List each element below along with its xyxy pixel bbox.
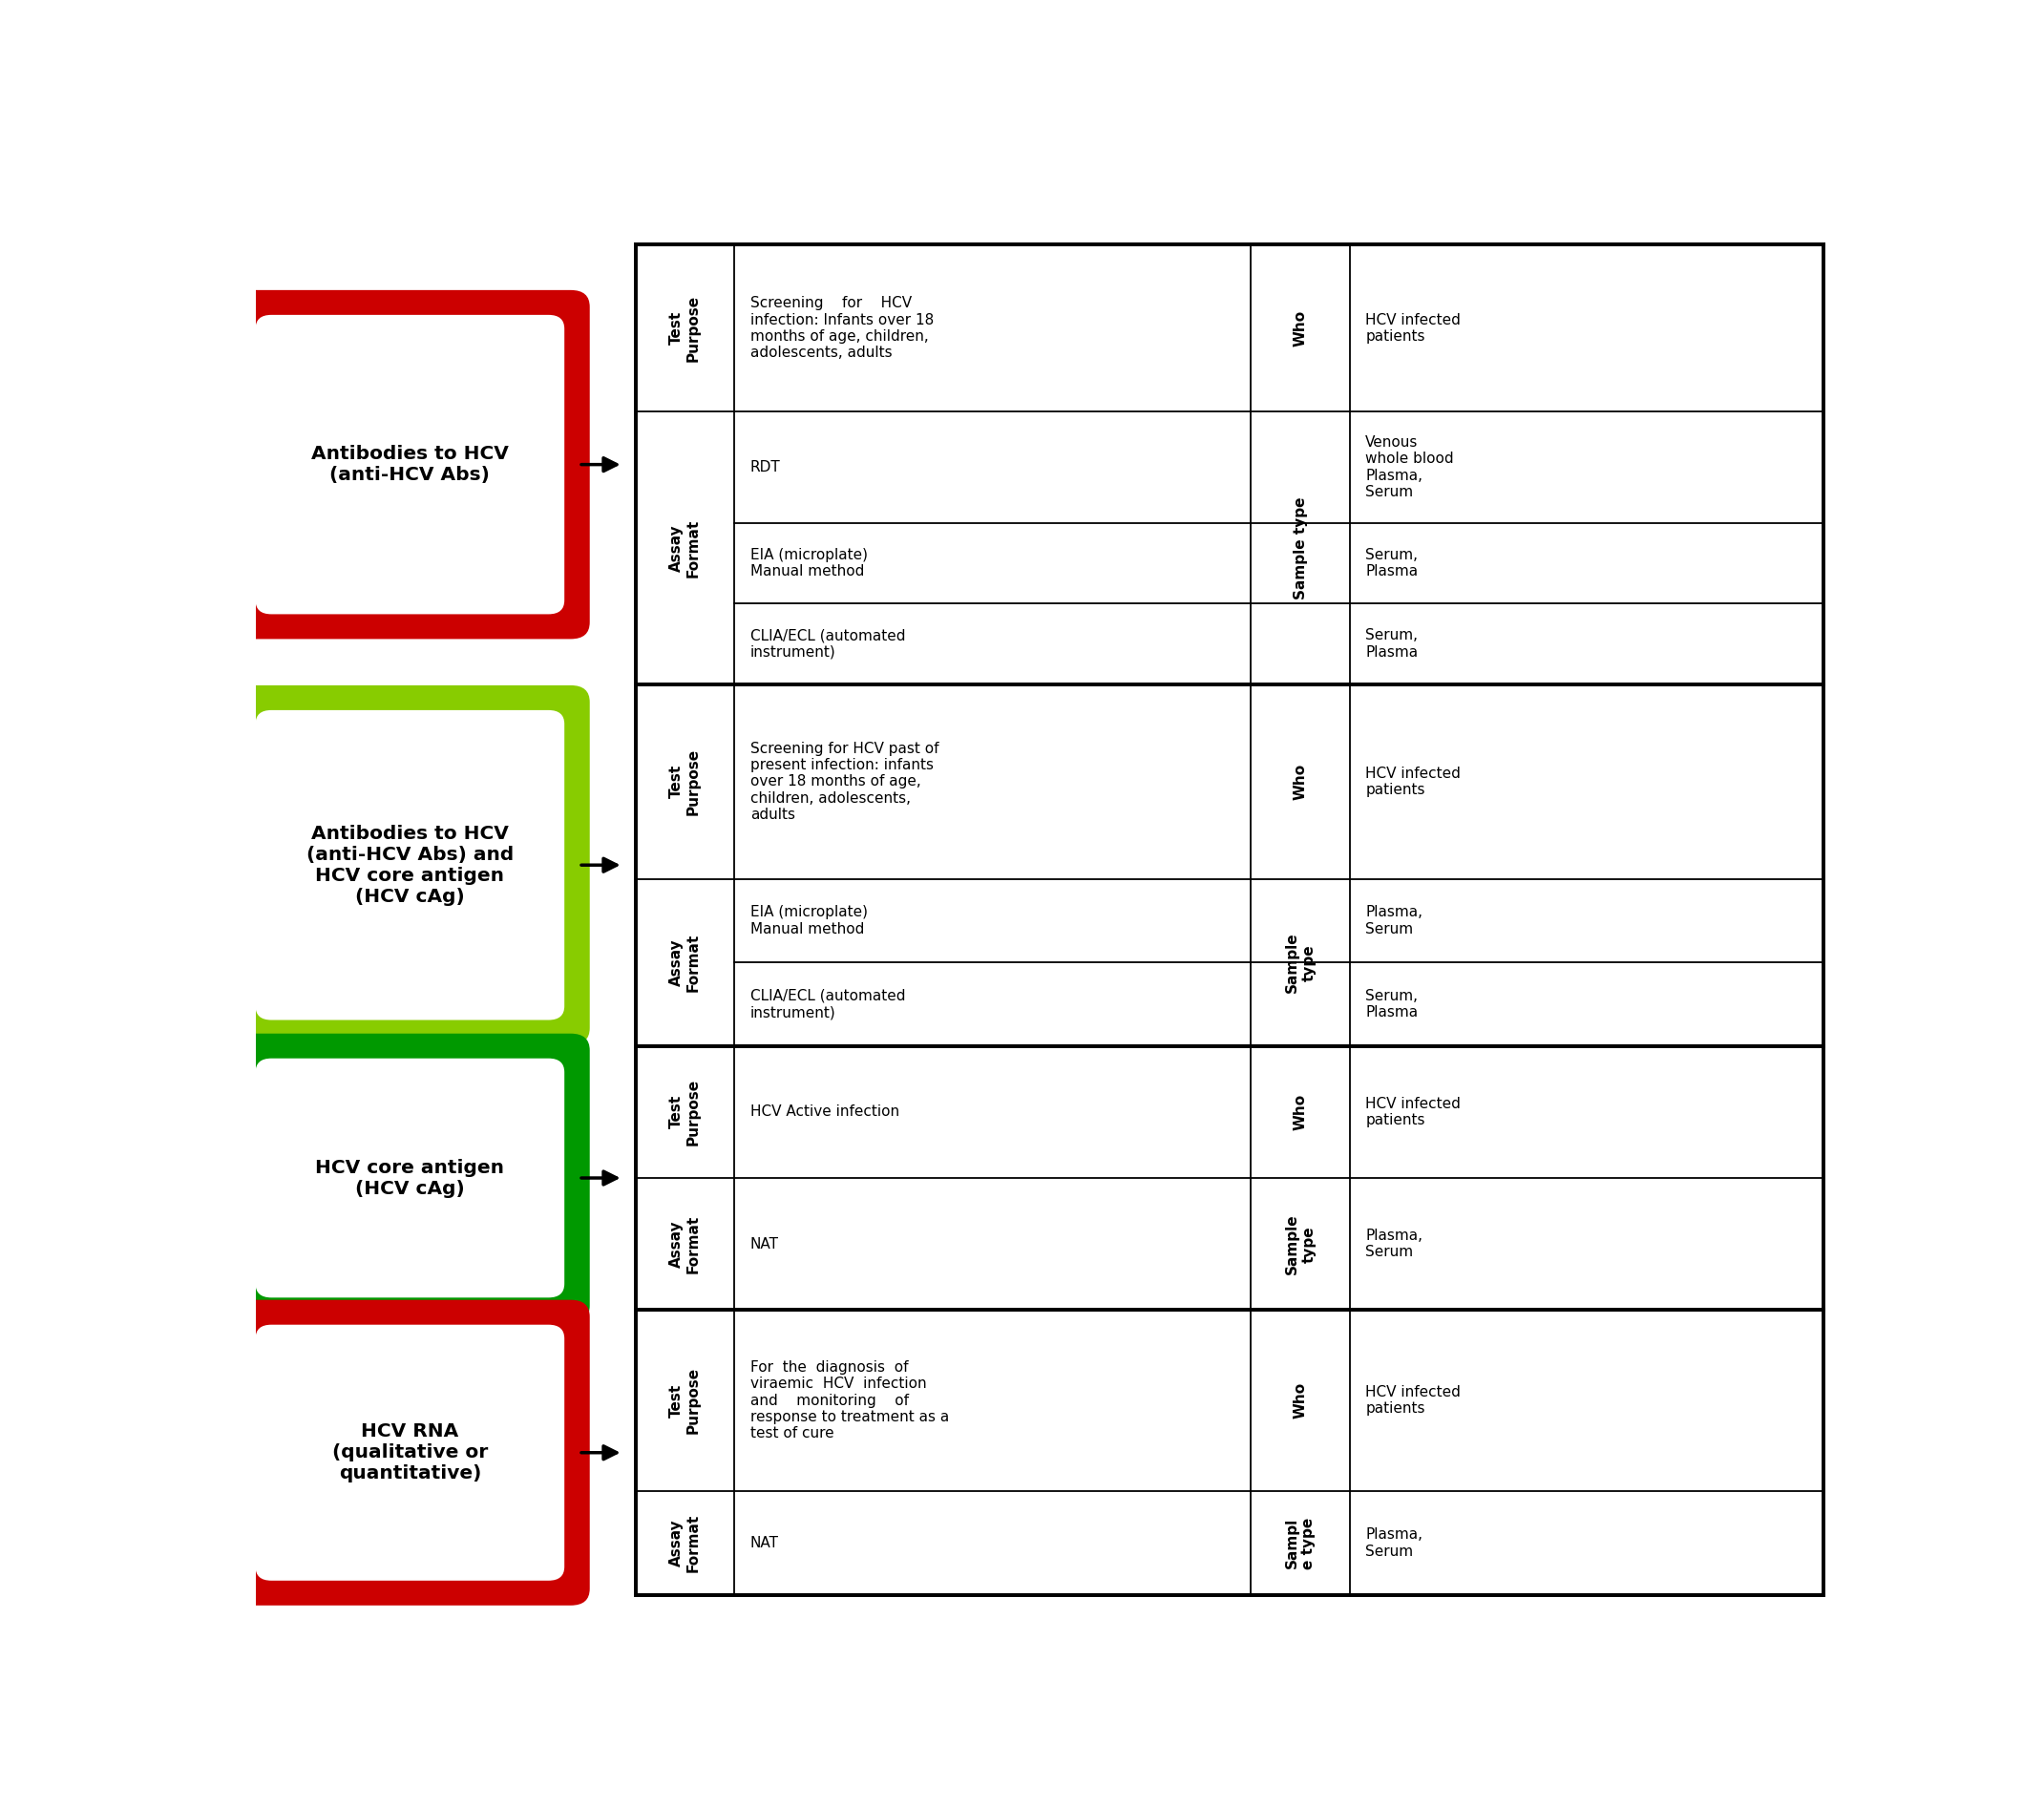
- Text: RDT: RDT: [750, 461, 781, 474]
- Text: Antibodies to HCV
(anti-HCV Abs): Antibodies to HCV (anti-HCV Abs): [311, 445, 509, 485]
- Text: Serum,
Plasma: Serum, Plasma: [1365, 629, 1419, 660]
- Text: CLIA/ECL (automated
instrument): CLIA/ECL (automated instrument): [750, 629, 905, 660]
- FancyBboxPatch shape: [256, 1325, 564, 1580]
- Text: Test
Purpose: Test Purpose: [670, 1367, 701, 1434]
- Text: NAT: NAT: [750, 1237, 779, 1251]
- Text: Test
Purpose: Test Purpose: [670, 295, 701, 362]
- Text: Plasma,
Serum: Plasma, Serum: [1365, 906, 1423, 937]
- Text: CLIA/ECL (automated
instrument): CLIA/ECL (automated instrument): [750, 989, 905, 1020]
- Text: Sample type: Sample type: [1294, 497, 1308, 598]
- Text: Who: Who: [1294, 1094, 1308, 1130]
- Text: Who: Who: [1294, 763, 1308, 799]
- Text: HCV infected
patients: HCV infected patients: [1365, 313, 1461, 344]
- FancyBboxPatch shape: [256, 711, 564, 1020]
- Text: Plasma,
Serum: Plasma, Serum: [1365, 1528, 1423, 1558]
- Text: Plasma,
Serum: Plasma, Serum: [1365, 1229, 1423, 1260]
- Text: Who: Who: [1294, 309, 1308, 347]
- FancyBboxPatch shape: [256, 1058, 564, 1298]
- Text: Sample
type: Sample type: [1286, 933, 1316, 993]
- FancyBboxPatch shape: [231, 1034, 591, 1322]
- Text: Sample
type: Sample type: [1286, 1213, 1316, 1275]
- Text: Assay
Format: Assay Format: [670, 1215, 701, 1273]
- FancyBboxPatch shape: [256, 315, 564, 615]
- Text: HCV infected
patients: HCV infected patients: [1365, 1385, 1461, 1416]
- Text: Screening    for    HCV
infection: Infants over 18
months of age, children,
adol: Screening for HCV infection: Infants ove…: [750, 297, 934, 360]
- Text: For  the  diagnosis  of
viraemic  HCV  infection
and    monitoring    of
respons: For the diagnosis of viraemic HCV infect…: [750, 1360, 948, 1441]
- Text: Assay
Format: Assay Format: [670, 519, 701, 577]
- Text: HCV Active infection: HCV Active infection: [750, 1105, 899, 1119]
- Text: Screening for HCV past of
present infection: infants
over 18 months of age,
chil: Screening for HCV past of present infect…: [750, 741, 938, 823]
- Text: Who: Who: [1294, 1383, 1308, 1419]
- FancyBboxPatch shape: [231, 1300, 591, 1606]
- Text: EIA (microplate)
Manual method: EIA (microplate) Manual method: [750, 548, 867, 579]
- Text: Assay
Format: Assay Format: [670, 933, 701, 991]
- Text: NAT: NAT: [750, 1535, 779, 1549]
- Text: Antibodies to HCV
(anti-HCV Abs) and
HCV core antigen
(HCV cAg): Antibodies to HCV (anti-HCV Abs) and HCV…: [307, 824, 513, 906]
- Text: Sampl
e type: Sampl e type: [1286, 1517, 1316, 1569]
- FancyBboxPatch shape: [231, 289, 591, 638]
- Text: EIA (microplate)
Manual method: EIA (microplate) Manual method: [750, 906, 867, 937]
- Text: Test
Purpose: Test Purpose: [670, 749, 701, 815]
- Text: HCV core antigen
(HCV cAg): HCV core antigen (HCV cAg): [315, 1159, 505, 1197]
- Text: Assay
Format: Assay Format: [670, 1513, 701, 1573]
- Text: HCV RNA
(qualitative or
quantitative): HCV RNA (qualitative or quantitative): [331, 1423, 489, 1483]
- FancyBboxPatch shape: [231, 685, 591, 1045]
- Text: Venous
whole blood
Plasma,
Serum: Venous whole blood Plasma, Serum: [1365, 436, 1453, 499]
- Text: Serum,
Plasma: Serum, Plasma: [1365, 548, 1419, 579]
- Text: Test
Purpose: Test Purpose: [670, 1078, 701, 1146]
- Text: Serum,
Plasma: Serum, Plasma: [1365, 989, 1419, 1020]
- Text: HCV infected
patients: HCV infected patients: [1365, 767, 1461, 797]
- Text: HCV infected
patients: HCV infected patients: [1365, 1096, 1461, 1128]
